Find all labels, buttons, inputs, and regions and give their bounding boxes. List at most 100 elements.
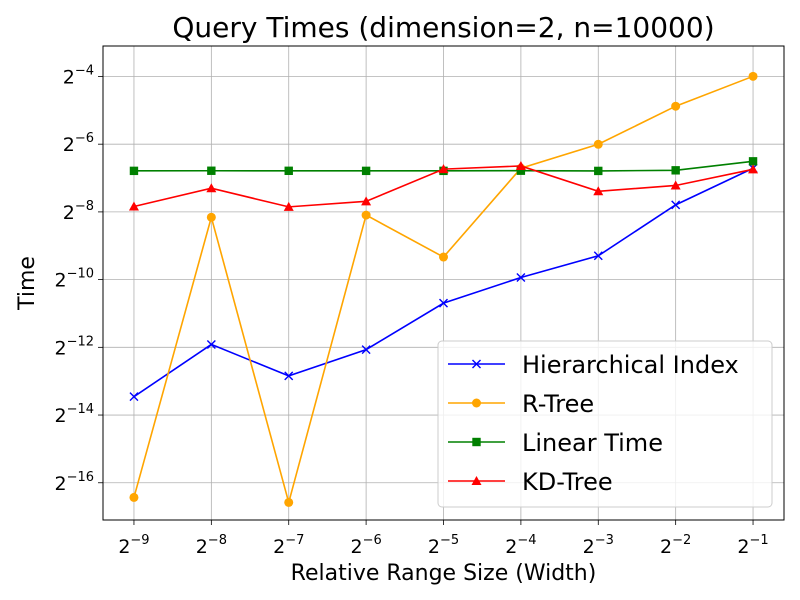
data-point-linear-time [671, 166, 680, 175]
chart-title: Query Times (dimension=2, n=10000) [172, 11, 714, 44]
data-point-r-tree [206, 212, 216, 222]
y-tick-label: 2−12 [54, 334, 94, 359]
data-point-hierarchical-index-stroke [129, 392, 139, 402]
legend-marker-linear-time [472, 437, 481, 447]
y-tick-label-base: 2 [63, 134, 75, 156]
x-tick-label-exponent: −5 [440, 533, 459, 548]
x-tick-label: 2−6 [350, 533, 381, 558]
data-point-kd-tree [361, 196, 372, 206]
legend-marker-hierarchical-index-stroke [472, 359, 481, 369]
data-point-r-tree [593, 139, 603, 149]
data-point-kd-tree [206, 183, 217, 193]
x-tick-label: 2−9 [118, 533, 149, 558]
y-tick-label: 2−14 [54, 402, 94, 427]
data-point-r-tree [748, 71, 758, 81]
x-tick-label-exponent: −8 [208, 533, 227, 548]
y-tick-label-exponent: −6 [75, 131, 94, 146]
y-tick-label-base: 2 [54, 270, 66, 292]
data-point-hierarchical-index [516, 272, 526, 282]
x-tick-label: 2−5 [428, 533, 459, 558]
data-point-kd-tree [670, 180, 681, 190]
data-point-hierarchical-index [284, 371, 294, 381]
y-tick-label-base: 2 [54, 337, 66, 359]
x-tick-label-exponent: −2 [672, 533, 691, 548]
data-point-r-tree [439, 252, 448, 262]
x-tick-label-base: 2 [118, 536, 130, 558]
data-point-r-tree [361, 210, 371, 220]
data-point-linear-time [129, 166, 139, 176]
y-axis-label: Time [15, 256, 40, 311]
y-tick-label-exponent: −10 [67, 267, 94, 282]
x-tick-label-exponent: −7 [285, 533, 304, 548]
x-tick-label-base: 2 [505, 536, 517, 558]
data-point-hierarchical-index-stroke [284, 371, 294, 381]
data-point-linear-time [516, 166, 526, 175]
x-tick-label: 2−2 [660, 533, 691, 558]
data-point-hierarchical-index-stroke [439, 298, 448, 308]
x-tick-label: 2−4 [505, 533, 536, 558]
y-tick-label-exponent: −8 [75, 199, 94, 214]
y-tick-label: 2−10 [54, 267, 94, 292]
y-tick-label-base: 2 [54, 473, 66, 495]
data-point-linear-time [284, 166, 293, 176]
x-tick-label-base: 2 [196, 536, 208, 558]
y-tick-label-exponent: −16 [67, 470, 94, 485]
legend-label-linear-time: Linear Time [522, 429, 663, 457]
data-point-r-tree [284, 497, 294, 507]
ticks: 2−9 2−8 2−7 2−6 2−5 2−4 2−3 2−2 2−12−42−62−82−10… [54, 63, 768, 558]
x-tick-label-base: 2 [660, 536, 672, 558]
y-tick-label-exponent: −4 [75, 63, 94, 78]
series-layer [128, 71, 759, 507]
x-tick-label: 2−7 [273, 533, 304, 558]
data-point-hierarchical-index [593, 251, 603, 261]
data-point-kd-tree [593, 186, 604, 196]
y-tick-label: 2−4 [63, 63, 94, 88]
data-point-linear-time [361, 166, 371, 176]
legend: Hierarchical Index R-Tree Linear Time KD-Tr… [437, 340, 773, 508]
legend-box [437, 340, 773, 508]
legend-label-hierarchical-index: Hierarchical Index [522, 351, 739, 379]
x-tick-label-base: 2 [583, 536, 595, 558]
data-point-kd-tree [748, 164, 759, 174]
legend-marker-hierarchical-index [472, 359, 481, 369]
legend-marker-r-tree [472, 398, 481, 408]
x-tick-label-exponent: −4 [517, 533, 536, 548]
data-point-linear-time [207, 166, 216, 175]
x-tick-label-base: 2 [428, 536, 440, 558]
x-tick-label-exponent: −6 [363, 533, 382, 548]
data-point-kd-tree [283, 201, 294, 211]
x-tick-label-exponent: −3 [595, 533, 614, 548]
data-point-hierarchical-index [206, 339, 216, 349]
data-point-hierarchical-index [129, 392, 139, 402]
legend-label-kd-tree: KD-Tree [522, 468, 613, 496]
y-tick-label-exponent: −12 [67, 334, 94, 349]
x-axis-label: Relative Range Size (Width) [291, 561, 597, 586]
x-tick-label: 2−3 [583, 533, 614, 558]
legend-marker-kd-tree [471, 476, 482, 485]
data-point-hierarchical-index [439, 298, 448, 308]
x-tick-label: 2−1 [737, 533, 768, 558]
data-point-hierarchical-index-stroke [206, 339, 216, 349]
x-tick-label-exponent: −9 [130, 533, 149, 548]
data-point-r-tree [129, 492, 139, 502]
data-point-hierarchical-index [671, 200, 681, 210]
y-tick-label: 2−16 [54, 470, 94, 495]
data-point-hierarchical-index-stroke [516, 272, 526, 282]
data-point-linear-time [748, 157, 758, 166]
y-tick-label: 2−6 [63, 131, 94, 156]
x-tick-label-exponent: −1 [750, 533, 769, 548]
y-tick-label-exponent: −14 [67, 402, 94, 417]
data-point-hierarchical-index-stroke [593, 251, 603, 261]
x-tick-label-base: 2 [273, 536, 285, 558]
data-point-r-tree [671, 101, 681, 111]
data-point-kd-tree [515, 160, 526, 170]
y-tick-label-base: 2 [63, 66, 75, 88]
y-tick-label-base: 2 [63, 202, 75, 224]
data-point-hierarchical-index-stroke [671, 200, 681, 210]
y-tick-label: 2−8 [63, 199, 94, 224]
data-point-hierarchical-index [361, 345, 371, 355]
data-point-kd-tree [438, 164, 449, 174]
x-tick-label-base: 2 [737, 536, 749, 558]
